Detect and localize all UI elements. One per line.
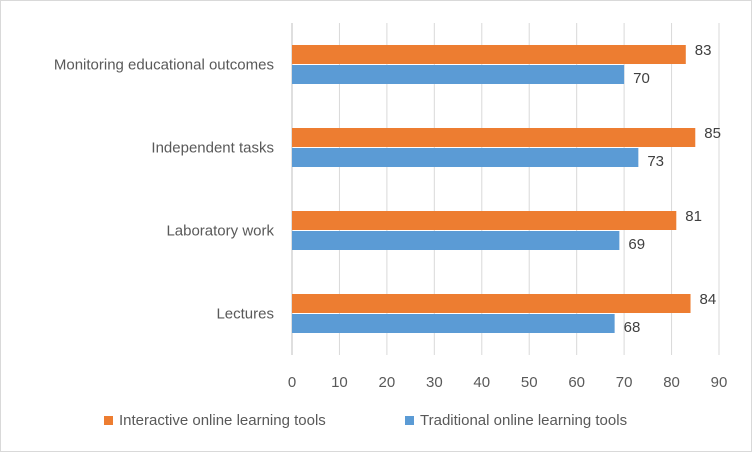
data-label: 73	[647, 153, 664, 170]
x-tick-label: 10	[331, 374, 348, 391]
x-tick-label: 40	[473, 374, 490, 391]
x-tick-label: 80	[663, 374, 680, 391]
data-label: 84	[700, 291, 717, 308]
x-tick-label: 90	[711, 374, 728, 391]
x-tick-label: 30	[426, 374, 443, 391]
x-tick-label: 20	[379, 374, 396, 391]
x-tick-label: 50	[521, 374, 538, 391]
data-label: 85	[704, 125, 721, 142]
legend-interactive-swatch	[104, 416, 113, 425]
bar-interactive	[292, 45, 686, 64]
legend-traditional-label: Traditional online learning tools	[420, 412, 627, 429]
category-label: Lectures	[216, 306, 274, 323]
x-tick-label: 60	[568, 374, 585, 391]
bar-interactive	[292, 128, 696, 147]
bar-traditional	[292, 148, 639, 167]
bar-traditional	[292, 314, 615, 333]
data-label: 68	[624, 319, 641, 336]
bar-interactive	[292, 211, 677, 230]
data-label: 69	[628, 236, 645, 253]
bar-traditional	[292, 231, 620, 250]
category-label: Independent tasks	[151, 140, 274, 157]
bar-traditional	[292, 65, 625, 84]
x-tick-label: 70	[616, 374, 633, 391]
legend-traditional-swatch	[405, 416, 414, 425]
data-label: 70	[633, 70, 650, 87]
legend-interactive-label: Interactive online learning tools	[119, 412, 326, 429]
data-label: 83	[695, 42, 712, 59]
category-label: Monitoring educational outcomes	[54, 57, 274, 74]
data-label: 81	[685, 208, 702, 225]
x-tick-label: 0	[288, 374, 296, 391]
bar-interactive	[292, 294, 691, 313]
category-label: Laboratory work	[166, 223, 274, 240]
